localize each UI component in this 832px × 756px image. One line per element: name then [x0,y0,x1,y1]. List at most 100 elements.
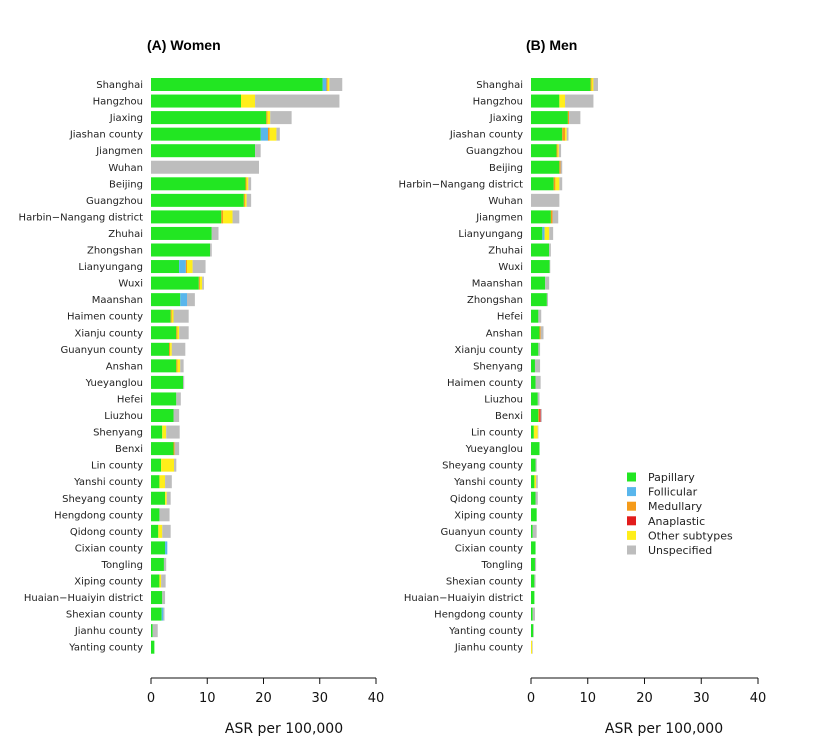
men-category-label: Lianyungang [458,229,523,240]
women-category-label: Shanghai [96,80,143,91]
men-category-label: Jianhu county [454,643,523,654]
women-bar-segment-follicular [179,260,186,274]
men-category-label: Harbin−Nangang district [399,179,524,190]
legend-label: Papillary [648,471,695,484]
men-bar-segment-papillary [531,607,533,621]
men-bar-segment-other-subtypes [559,94,566,108]
women-bar-segment-other-subtypes [177,326,180,340]
men-category-label: Xianju county [454,345,523,356]
men-x-tick-label: 0 [527,691,535,706]
women-bar-segment-papillary [151,276,199,290]
women-x-tick-label: 10 [199,691,216,706]
men-bar-segment-medullary [562,127,566,141]
women-bar-segment-papillary [151,193,244,207]
women-bar-segment-medullary [198,276,200,290]
men-bar-segment-papillary [531,326,540,340]
men-bar-segment-unspecified [535,491,538,505]
women-bar-segment-unspecified [192,260,206,274]
panel-women-x-axis-label: ASR per 100,000 [225,721,343,737]
women-category-label: Jianhu county [74,626,143,637]
women-category-label: Huaian−Huaiyin district [24,593,143,604]
men-category-label: Zhuhai [488,246,523,257]
legend-label: Unspecified [648,544,712,557]
women-bar-segment-papillary [151,342,169,356]
men-bar-segment-papillary [531,309,539,323]
women-category-label: Lianyungang [78,262,143,273]
men-bar-segment-papillary [531,574,535,588]
women-bar-segment-papillary [151,293,181,307]
men-bar-segment-papillary [531,78,591,91]
women-bar-segment-papillary [151,541,166,555]
men-bar-segment-unspecified [532,524,537,538]
women-bar-segment-unspecified [165,475,172,489]
women-category-label: Beijing [109,179,143,190]
panel-women-x-axis: 0 10 20 30 40 [147,677,384,706]
women-category-label: Guanyun county [61,345,144,356]
men-bar-segment-unspecified [546,293,549,307]
men-bar-segment-unspecified [565,94,594,108]
men-x-tick-label: 30 [693,691,710,706]
men-bar-segment-other-subtypes [534,475,537,489]
women-bar-segment-papillary [151,624,153,638]
women-bar-segment-papillary [151,177,246,191]
men-bar-segment-papillary [531,491,536,505]
men-bar-segment-unspecified [535,458,537,472]
men-bar-segment-papillary [531,94,560,108]
panel-men-x-axis: 0 10 20 30 40 [527,677,766,706]
women-category-label: Xiping county [74,577,143,588]
men-bar-segment-papillary [531,524,533,538]
women-bar-segment-medullary [243,193,245,207]
men-bar-segment-papillary [531,624,534,638]
women-bar-segment-unspecified [161,574,166,588]
women-bar-segment-unspecified [166,491,171,505]
men-bar-segment-unspecified [552,210,559,224]
men-category-label: Guanyun county [441,527,524,538]
men-bar-segment-other-subtypes [591,78,594,91]
women-bar-segment-papillary [151,326,177,340]
men-bar-segment-papillary [531,557,535,571]
women-bar-segment-unspecified [248,177,252,191]
women-bar-segment-unspecified [180,359,184,373]
women-bar-segment-other-subtypes [269,127,277,141]
women-category-label: Wuxi [118,279,143,290]
men-bar-segment-medullary [567,111,570,125]
women-bar-segment-papillary [151,524,159,538]
men-bar-segment-papillary [531,442,540,456]
legend-swatch [627,472,636,482]
women-bar-segment-unspecified [162,524,171,538]
men-bar-segment-medullary [559,160,561,174]
women-bar-segment-unspecified [159,508,170,522]
women-category-label: Shexian county [66,610,143,621]
women-bar-segment-papillary [151,392,177,406]
panel-men-bars: Shanghai Hangzhou Jiaxing Jiashan county Gua… [399,78,598,654]
women-bar-segment-other-subtypes [199,276,203,290]
women-bar-segment-other-subtypes [158,524,163,538]
legend-label: Other subtypes [648,529,733,542]
women-bar-segment-papillary [151,442,174,456]
men-bar-segment-papillary [531,243,550,257]
men-bar-segment-papillary [531,508,537,522]
women-bar-segment-other-subtypes [162,425,167,439]
women-bar-segment-other-subtypes [170,342,172,356]
men-bar-segment-other-subtypes [544,226,550,240]
women-bar-segment-unspecified [163,607,165,621]
men-bar-segment-unspecified [533,624,534,638]
men-category-label: Sheyang county [442,461,523,472]
men-x-tick-label: 20 [636,691,653,706]
legend-swatch [627,545,636,555]
women-category-label: Cixian county [75,543,143,554]
women-bar-segment-papillary [151,127,261,141]
women-bar-segment-papillary [151,475,160,489]
men-category-label: Shenyang [473,361,523,372]
legend-swatch [627,530,636,540]
women-category-label: Guangzhou [86,196,143,207]
women-bar-segment-unspecified [162,591,166,605]
men-bar-segment-unspecified [538,309,542,323]
men-bar-segment-unspecified [534,359,541,373]
women-x-tick-label: 30 [311,691,328,706]
panel-women-title: (A) Women [147,37,221,53]
men-bar-segment-papillary [531,392,538,406]
men-bar-segment-other-subtypes [557,144,559,158]
panel-women: (A) Women Shanghai Hangzhou Jiaxing Jiashan… [19,37,385,737]
